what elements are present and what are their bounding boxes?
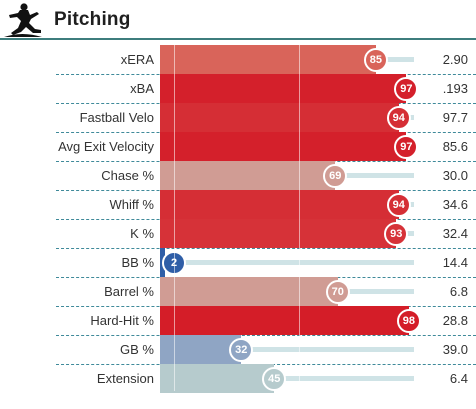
percentile-badge: 45 <box>262 367 287 391</box>
percentile-bar <box>160 103 399 132</box>
metric-value: 2.90 <box>442 52 468 67</box>
percentile-bar <box>160 74 407 103</box>
percentile-badge: 93 <box>384 222 409 246</box>
metric-row: Whiff % 94 34.6 <box>0 190 476 219</box>
section-header: Pitching <box>0 0 476 40</box>
metric-label: Avg Exit Velocity <box>58 139 154 154</box>
metric-label: Chase % <box>101 168 154 183</box>
percentile-bar <box>160 277 338 306</box>
metric-label: Fastball Velo <box>79 110 154 125</box>
metric-row: GB % 32 39.0 <box>0 335 476 364</box>
percentile-bar <box>160 306 409 335</box>
section-title: Pitching <box>54 9 131 30</box>
metric-row: Extension 45 6.4 <box>0 364 476 393</box>
metric-value: 30.0 <box>442 168 468 183</box>
metric-row: Fastball Velo 94 97.7 <box>0 103 476 132</box>
percentile-badge: 94 <box>386 193 411 217</box>
percentile-badge: 69 <box>323 164 348 188</box>
metric-value: 39.0 <box>442 342 468 357</box>
metric-value: 85.6 <box>442 139 468 154</box>
row-divider <box>56 248 476 249</box>
percentile-badge: 85 <box>363 48 388 72</box>
percentile-badge: 70 <box>325 280 350 304</box>
percentile-bar <box>160 161 336 190</box>
metric-row: xERA 85 2.90 <box>0 45 476 74</box>
metric-row: Chase % 69 30.0 <box>0 161 476 190</box>
percentile-bar <box>160 219 397 248</box>
metric-row: Avg Exit Velocity 97 85.6 <box>0 132 476 161</box>
header-divider <box>0 38 476 40</box>
percentile-badge: 98 <box>396 309 421 333</box>
metric-value: 6.4 <box>449 371 468 386</box>
percentile-bar <box>160 45 376 74</box>
percentile-bar <box>160 132 407 161</box>
metric-label: Barrel % <box>104 284 154 299</box>
metric-label: BB % <box>121 255 154 270</box>
metric-value: 14.4 <box>442 255 468 270</box>
percentile-track <box>160 260 414 265</box>
metric-label: Whiff % <box>109 197 154 212</box>
metric-label: Extension <box>96 371 154 386</box>
percentile-bar <box>160 364 275 393</box>
metric-value: 34.6 <box>442 197 468 212</box>
metric-row: BB %214.4 <box>0 248 476 277</box>
metric-value: 28.8 <box>442 313 468 328</box>
metric-value: .193 <box>442 81 468 96</box>
pitcher-icon <box>4 3 42 37</box>
metric-label: K % <box>130 226 154 241</box>
metric-row: K % 93 32.4 <box>0 219 476 248</box>
metric-value: 32.4 <box>442 226 468 241</box>
percentile-track <box>160 376 414 381</box>
guide-line-low <box>174 45 175 391</box>
metric-row: xBA 97 .193 <box>0 74 476 103</box>
metric-row: Barrel % 70 6.8 <box>0 277 476 306</box>
percentile-badge: 97 <box>394 77 419 101</box>
metric-label: GB % <box>120 342 154 357</box>
percentile-badge: 97 <box>394 135 419 159</box>
percentile-bar <box>160 190 399 219</box>
percentile-badge: 32 <box>229 338 254 362</box>
metric-row: Hard-Hit % 98 28.8 <box>0 306 476 335</box>
metric-value: 6.8 <box>449 284 468 299</box>
metric-value: 97.7 <box>442 110 468 125</box>
percentile-badge: 94 <box>386 106 411 130</box>
guide-line-mid <box>299 45 300 391</box>
metric-label: xBA <box>130 81 154 96</box>
percentile-bar <box>160 335 242 364</box>
metric-label: Hard-Hit % <box>90 313 154 328</box>
metric-label: xERA <box>120 52 154 67</box>
percentile-track <box>160 347 414 352</box>
row-divider <box>56 335 476 336</box>
